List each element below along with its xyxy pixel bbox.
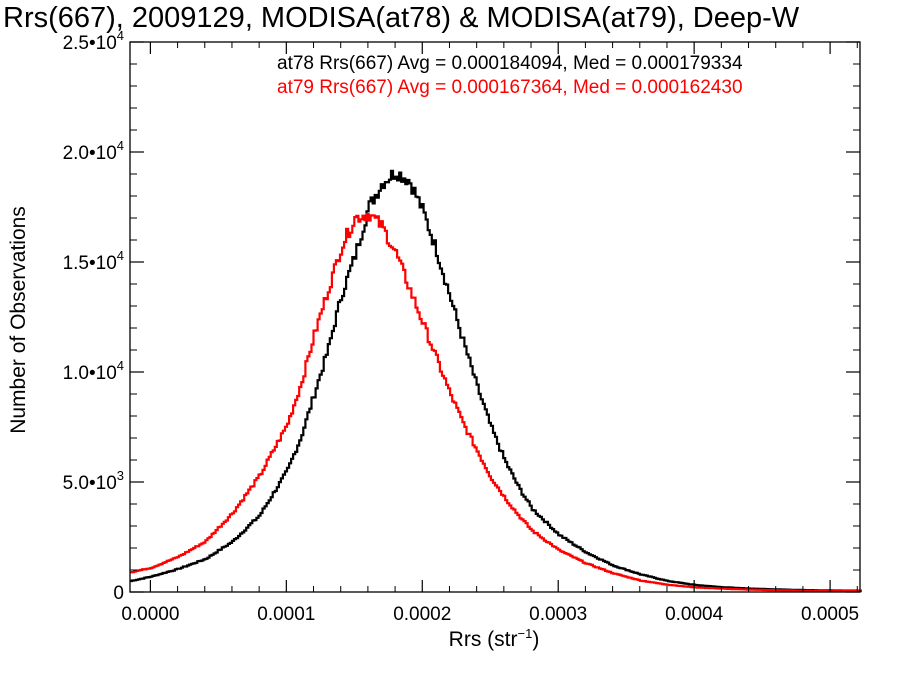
chart-title: Rrs(667), 2009129, MODISA(at78) & MODISA… — [3, 2, 800, 34]
plot-frame — [129, 41, 861, 593]
y-tick-label: 0 — [113, 583, 124, 604]
y-axis-label-group: Number of Observations — [7, 206, 30, 434]
x-tick-label: 0.0004 — [665, 604, 724, 625]
y-tick-label: 1.0•104 — [63, 358, 124, 384]
x-tick-label: 0.0003 — [529, 604, 587, 625]
y-tick-label: 1.5•104 — [63, 248, 124, 274]
legend-entry-at78: at78 Rrs(667) Avg = 0.000184094, Med = 0… — [277, 53, 743, 74]
x-axis-label: Rrs (str−1) — [449, 626, 540, 651]
x-tick-label: 0.0001 — [257, 604, 315, 625]
x-tick-label: 0.0005 — [801, 604, 859, 625]
y-tick-label: 2.0•104 — [63, 138, 124, 164]
series-line-at79 — [130, 213, 862, 593]
x-axis-label-close: ) — [532, 628, 539, 651]
x-tick-label: 0.0000 — [121, 604, 179, 625]
legend-entry-at79: at79 Rrs(667) Avg = 0.000167364, Med = 0… — [277, 77, 743, 98]
y-tick-label: 5.0•103 — [63, 468, 124, 494]
x-tick-label: 0.0002 — [393, 604, 451, 625]
y-axis-label: Number of Observations — [7, 206, 30, 434]
y-tick-label: 2.5•104 — [63, 28, 124, 54]
x-axis-label-exponent: −1 — [518, 626, 533, 641]
x-axis-label-main: Rrs (str — [449, 628, 518, 651]
plot-layer: 0.0000 0.0001 0.0002 0.0003 0.0004 0.0005 0 5.0… — [63, 28, 862, 625]
series-line-at78 — [130, 169, 862, 592]
